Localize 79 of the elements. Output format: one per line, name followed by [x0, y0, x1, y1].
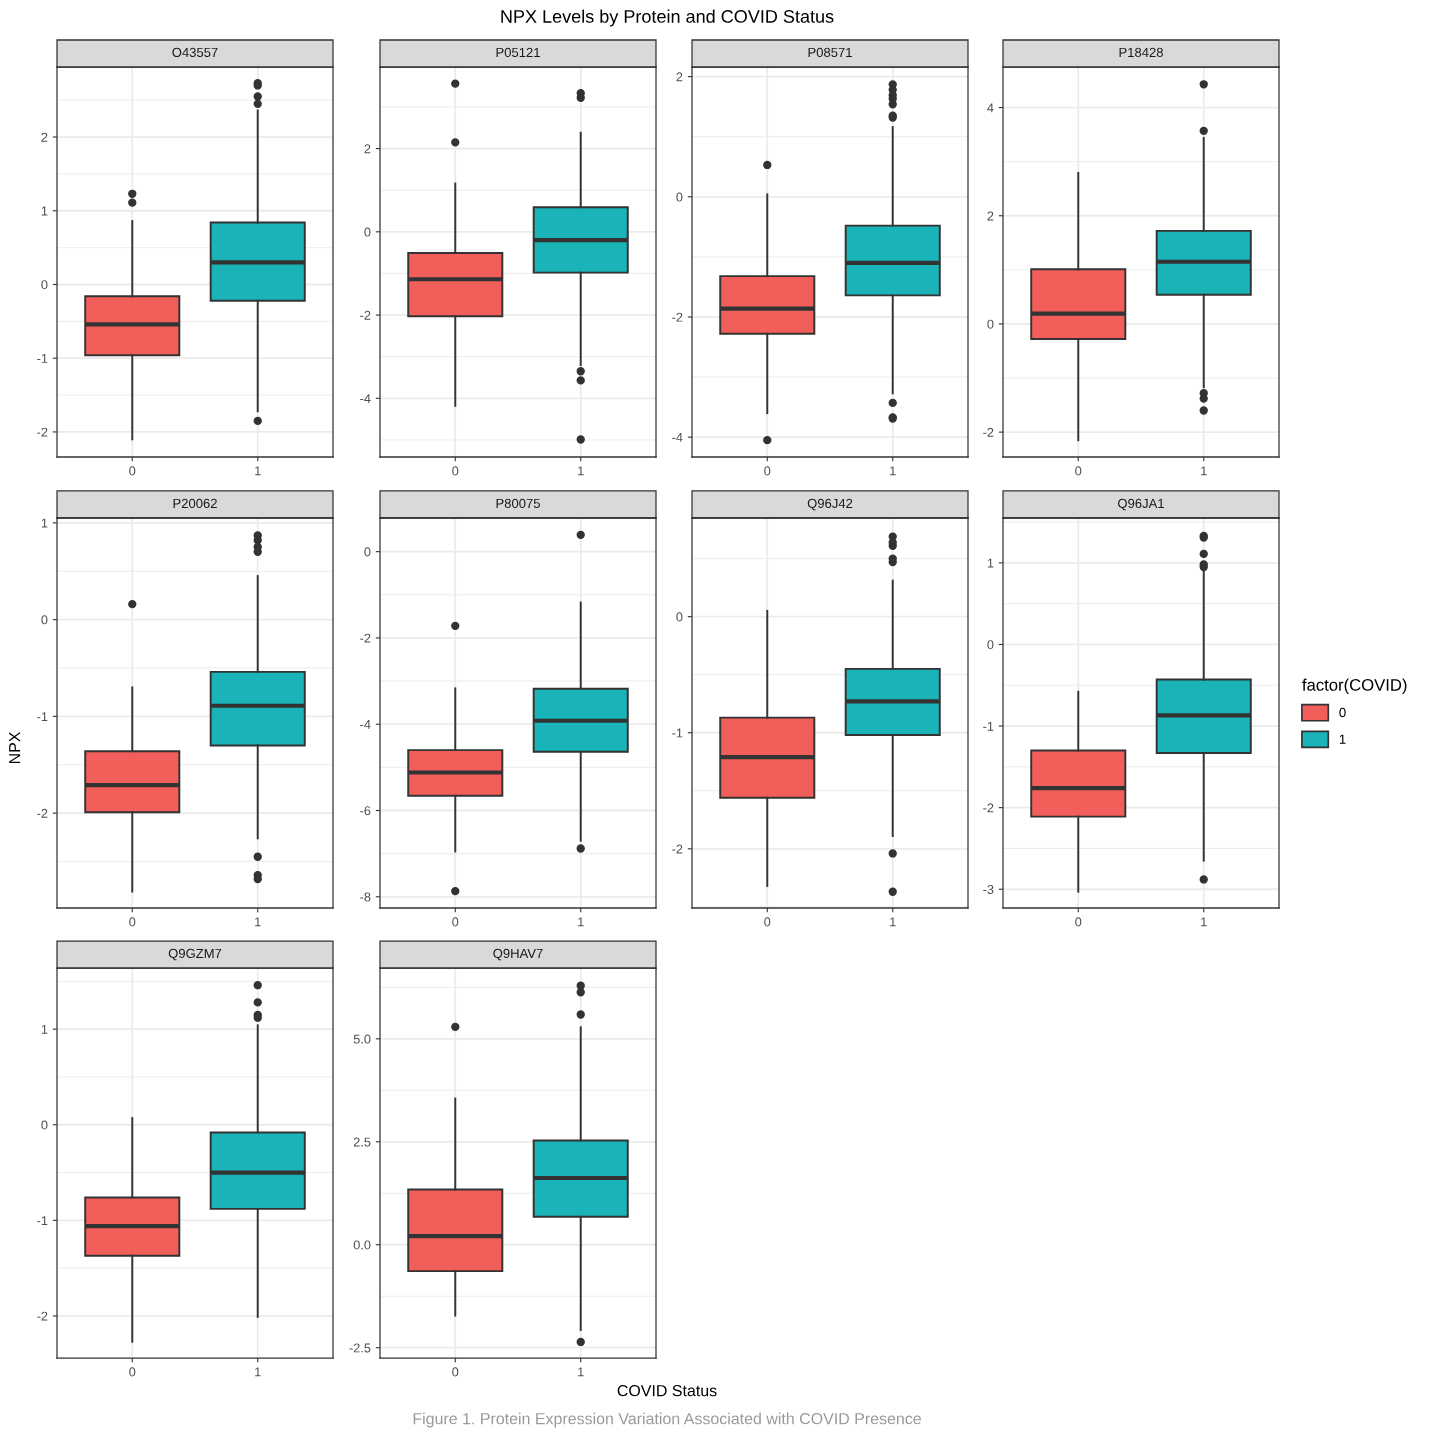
y-tick-label: -2: [983, 803, 994, 813]
chart-title: P20062: [173, 498, 217, 508]
y-tick-label: -1: [983, 721, 994, 731]
y-tick-label: -2: [672, 312, 683, 322]
y-tick-label: -1: [37, 1216, 48, 1225]
y-tick-label: -2: [37, 427, 48, 437]
y-tick-label: -2: [360, 310, 371, 320]
x-tick-label: 1: [255, 1367, 261, 1377]
x-tick-label: 1: [578, 1367, 584, 1377]
text: NPX: [9, 731, 21, 764]
x-tick-label: 1: [890, 917, 896, 927]
y-tick-label: -4: [360, 720, 371, 729]
y-tick-label: 2: [364, 144, 371, 154]
chart-title: P08571: [808, 47, 852, 57]
chart-title: O43557: [172, 47, 218, 57]
y-tick-label: -4: [672, 433, 683, 442]
x-tick-label: 1: [578, 917, 584, 927]
y-tick-label: 2: [41, 132, 48, 142]
x-tick-label: 1: [255, 917, 261, 927]
legend-title: factor(COVID): [1302, 678, 1407, 695]
x-tick-label: 0: [129, 466, 136, 476]
y-tick-label: 1: [41, 518, 48, 528]
y-tick-label: -2: [360, 633, 371, 643]
y-tick-label: 0: [364, 227, 371, 237]
y-tick-label: 2.5: [353, 1137, 371, 1147]
y-tick-label: 0: [987, 640, 994, 650]
y-tick-label: -2: [672, 844, 683, 854]
y-tick-label: 2: [676, 72, 683, 82]
y-tick-label: 2: [987, 211, 994, 221]
y-tick-label: -2: [983, 427, 994, 437]
y-tick-label: 1: [41, 1025, 48, 1034]
x-tick-label: 1: [578, 466, 584, 476]
text: COVID Status: [617, 1384, 717, 1397]
y-tick-label: -1: [672, 728, 683, 738]
x-tick-label: 1: [1201, 917, 1207, 927]
x-tick-label: 0: [452, 917, 459, 927]
chart-title: P18428: [1119, 47, 1163, 57]
y-tick-label: -4: [360, 394, 371, 403]
y-tick-label: 0: [676, 612, 683, 622]
y-tick-label: 1: [987, 558, 994, 568]
y-tick-label: 0: [41, 1120, 48, 1130]
x-tick-label: 1: [1201, 466, 1207, 476]
x-tick-label: 0: [452, 466, 459, 476]
legend-label: 0: [1339, 707, 1346, 718]
y-tick-label: 0.0: [353, 1240, 371, 1250]
caption: Figure 1. Protein Expression Variation Associated with COVID Presence: [413, 1412, 921, 1428]
legend-label: 1: [1339, 734, 1346, 744]
chart-title: Q9HAV7: [493, 948, 543, 961]
y-tick-label: -2.5: [349, 1343, 371, 1353]
y-tick-label: 0: [987, 319, 994, 329]
y-tick-label: 4: [987, 103, 994, 113]
y-tick-label: 1: [41, 206, 48, 216]
chart-title: P05121: [496, 47, 540, 57]
y-tick-label: 5.0: [353, 1034, 371, 1044]
y-tick-label: -3: [983, 884, 994, 894]
y-tick-label: -2: [37, 1311, 48, 1321]
y-tick-label: -1: [37, 712, 48, 722]
y-tick-label: -8: [360, 892, 371, 902]
x-tick-label: 1: [255, 466, 261, 476]
x-tick-label: 0: [129, 917, 136, 927]
x-tick-label: 0: [764, 466, 771, 476]
x-tick-label: 1: [890, 466, 896, 476]
y-tick-label: 0: [41, 280, 48, 290]
x-tick-label: 0: [1075, 466, 1082, 476]
y-tick-label: -1: [37, 354, 48, 363]
y-tick-label: -6: [360, 806, 371, 816]
x-tick-label: 0: [1075, 917, 1082, 927]
text: NPX Levels by Protein and COVID Status: [501, 9, 834, 27]
x-tick-label: 0: [129, 1367, 136, 1377]
chart-title: Q9GZM7: [168, 948, 222, 961]
y-tick-label: 0: [676, 192, 683, 202]
chart-title: P80075: [496, 498, 540, 508]
y-tick-label: 0: [41, 615, 48, 625]
y-tick-label: 0: [364, 547, 371, 557]
x-tick-label: 0: [452, 1367, 459, 1377]
x-tick-label: 0: [764, 917, 771, 927]
chart-title: Q96J42: [807, 498, 853, 511]
chart-title: Q96JA1: [1118, 498, 1164, 511]
y-tick-label: -2: [37, 808, 48, 818]
